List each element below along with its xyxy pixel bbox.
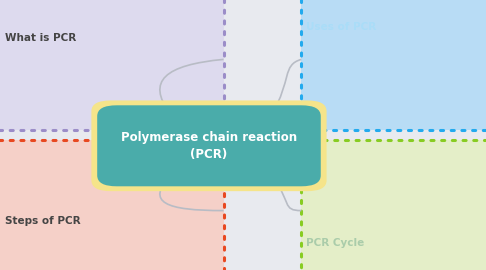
Bar [301, 140, 486, 270]
Bar [0, 140, 224, 270]
Text: PCR Cycle: PCR Cycle [306, 238, 364, 248]
FancyBboxPatch shape [91, 100, 327, 191]
Text: Polymerase chain reaction
(PCR): Polymerase chain reaction (PCR) [121, 131, 297, 161]
Bar [0, 0, 224, 130]
Bar [0, 0, 224, 130]
Bar [0, 140, 224, 270]
Bar [301, 0, 486, 130]
Text: What is PCR: What is PCR [5, 33, 76, 43]
Bar [301, 140, 486, 270]
Bar [301, 0, 486, 130]
Text: Uses of PCR: Uses of PCR [306, 22, 377, 32]
Text: Steps of PCR: Steps of PCR [5, 216, 81, 227]
FancyBboxPatch shape [97, 105, 321, 186]
